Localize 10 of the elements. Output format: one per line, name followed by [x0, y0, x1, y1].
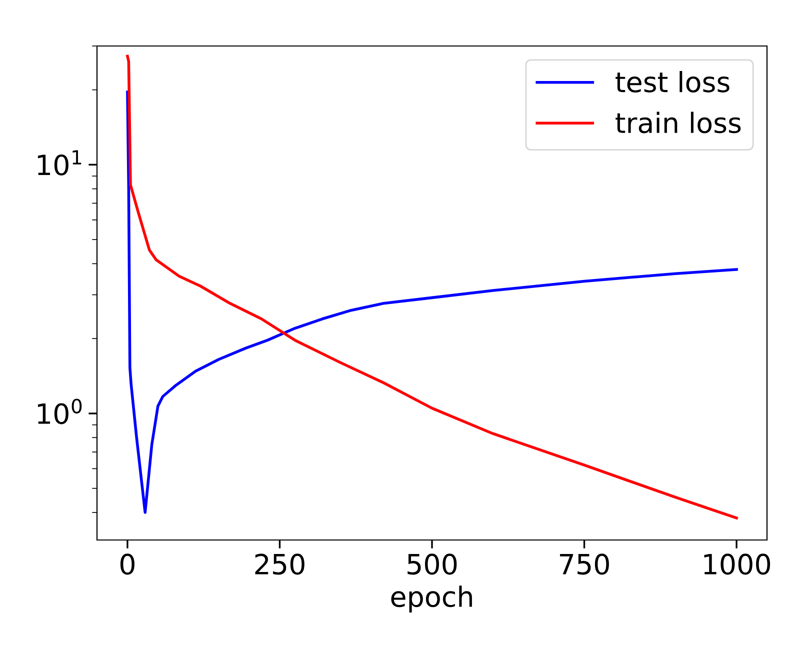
x-tick-label: 500	[408, 554, 457, 575]
x-axis-title: epoch	[391, 586, 472, 613]
y-tick-label: 10$^{0}$	[38, 398, 82, 424]
x-tick-label: 0	[120, 554, 134, 575]
legend-label: test loss	[616, 71, 730, 92]
x-tick-label: 250	[255, 554, 304, 575]
y-tick-label: 10$^{1}$	[38, 150, 82, 176]
legend-label: train loss	[616, 112, 741, 134]
x-tick-label: 750	[560, 554, 609, 575]
x-tick-label: 1000	[704, 554, 770, 575]
